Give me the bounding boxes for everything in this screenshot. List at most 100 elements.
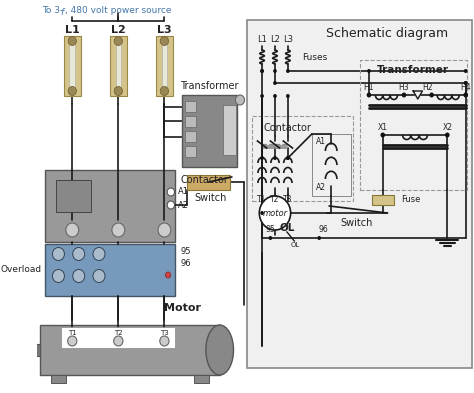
Circle shape	[464, 92, 468, 97]
Bar	[45, 170, 175, 242]
Text: T3: T3	[283, 195, 292, 204]
Circle shape	[160, 86, 169, 95]
Circle shape	[112, 223, 125, 237]
Bar	[372, 195, 394, 205]
Circle shape	[273, 81, 277, 85]
Circle shape	[165, 272, 171, 278]
Text: Transformer: Transformer	[377, 65, 449, 75]
Circle shape	[367, 69, 371, 73]
Bar	[70, 42, 75, 90]
Circle shape	[260, 69, 264, 73]
Bar	[27, 344, 40, 356]
Bar	[194, 375, 209, 383]
Text: $f\!$: $f\!$	[60, 6, 66, 17]
Text: A2: A2	[178, 200, 189, 209]
Circle shape	[73, 248, 85, 261]
Circle shape	[260, 211, 264, 215]
Text: Contactor: Contactor	[263, 123, 311, 133]
Circle shape	[68, 336, 77, 346]
Bar	[162, 42, 167, 90]
Text: Switch: Switch	[194, 193, 227, 203]
Circle shape	[68, 86, 76, 95]
Text: , 480 volt power source: , 480 volt power source	[65, 6, 172, 15]
Text: Switch: Switch	[341, 218, 373, 228]
Bar	[110, 36, 127, 96]
Text: L3: L3	[283, 35, 293, 44]
Circle shape	[464, 81, 467, 85]
Circle shape	[260, 156, 264, 160]
Circle shape	[367, 92, 371, 97]
Bar	[185, 146, 196, 157]
Text: 95: 95	[180, 248, 191, 257]
Circle shape	[445, 132, 449, 138]
Text: Motor: Motor	[164, 303, 201, 313]
Text: A2: A2	[316, 184, 326, 193]
Text: T2: T2	[270, 195, 280, 204]
Bar	[55, 180, 91, 212]
Text: H4: H4	[460, 83, 471, 92]
Bar	[61, 327, 175, 348]
Bar	[45, 244, 175, 296]
Bar	[223, 105, 236, 155]
Text: Fuse: Fuse	[401, 195, 420, 204]
Circle shape	[273, 94, 277, 98]
Text: A1: A1	[316, 138, 326, 147]
Bar	[64, 36, 81, 96]
Circle shape	[93, 270, 105, 283]
Circle shape	[167, 188, 174, 196]
Bar	[185, 131, 196, 142]
Text: motor: motor	[263, 209, 288, 217]
Text: T3: T3	[160, 330, 169, 336]
Circle shape	[273, 69, 277, 73]
Text: L3: L3	[157, 25, 172, 35]
Bar	[156, 36, 173, 96]
Text: Contactor: Contactor	[180, 175, 228, 185]
Circle shape	[114, 336, 123, 346]
Text: H2: H2	[423, 83, 433, 92]
Circle shape	[269, 236, 272, 240]
Circle shape	[286, 69, 290, 73]
Bar	[247, 20, 472, 368]
Text: H3: H3	[399, 83, 409, 92]
Bar	[40, 325, 219, 375]
Text: X2: X2	[442, 123, 452, 132]
Circle shape	[401, 92, 406, 97]
Circle shape	[286, 156, 290, 160]
Text: L2: L2	[111, 25, 126, 35]
Text: X1: X1	[378, 123, 388, 132]
Text: Transformer: Transformer	[180, 81, 239, 91]
Circle shape	[273, 156, 277, 160]
Text: T2: T2	[114, 330, 123, 336]
Text: Schematic diagram: Schematic diagram	[326, 28, 448, 40]
Text: Fuses: Fuses	[301, 53, 327, 61]
Circle shape	[464, 69, 467, 73]
Circle shape	[66, 223, 79, 237]
Circle shape	[53, 248, 64, 261]
Text: L2: L2	[270, 35, 280, 44]
Bar	[360, 60, 466, 190]
Text: A1: A1	[178, 187, 189, 196]
Bar	[185, 116, 196, 127]
Text: L1: L1	[257, 35, 267, 44]
Text: To 3-: To 3-	[42, 6, 63, 15]
Circle shape	[236, 95, 245, 105]
Text: H1: H1	[364, 83, 374, 92]
Text: T1: T1	[68, 330, 77, 336]
Circle shape	[286, 156, 290, 160]
Text: Overload: Overload	[1, 266, 42, 274]
Text: T1: T1	[257, 195, 267, 204]
Bar	[312, 134, 351, 196]
Circle shape	[114, 37, 122, 46]
Circle shape	[158, 223, 171, 237]
Bar	[187, 175, 230, 190]
Circle shape	[93, 248, 105, 261]
Circle shape	[53, 270, 64, 283]
Circle shape	[259, 196, 291, 230]
Text: 96: 96	[180, 259, 191, 268]
Circle shape	[68, 37, 76, 46]
Circle shape	[167, 201, 174, 209]
Bar	[252, 116, 353, 201]
Bar	[185, 101, 196, 112]
Bar	[116, 42, 121, 90]
Circle shape	[464, 81, 467, 85]
